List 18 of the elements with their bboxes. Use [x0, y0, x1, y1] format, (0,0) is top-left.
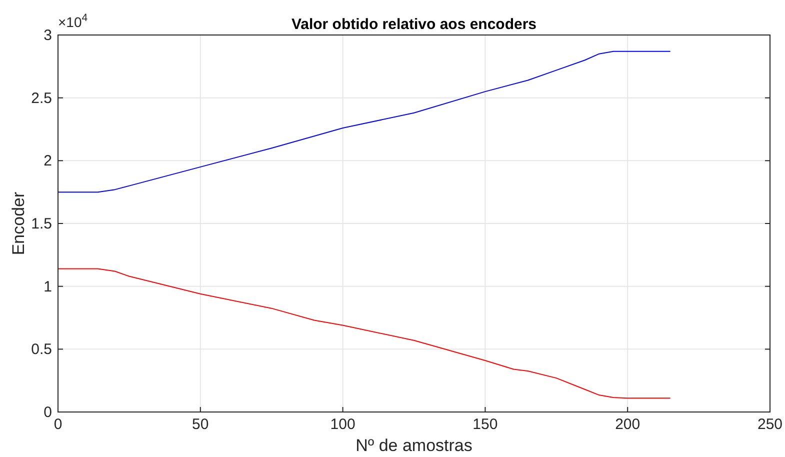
- line-series: [58, 268, 671, 399]
- y-tick-label: 1.5: [31, 216, 52, 232]
- x-axis-title: Nº de amostras: [356, 436, 472, 455]
- y-tick-label: 2.5: [31, 90, 52, 107]
- y-tick-label: 1: [44, 278, 52, 296]
- x-tick-label: 200: [615, 416, 640, 433]
- y-tick-label: 0.5: [31, 341, 52, 358]
- x-tick-label: 100: [330, 416, 356, 433]
- x-tick-label: 250: [757, 416, 783, 433]
- text: ×10$^{4}$: [58, 12, 88, 30]
- x-tick-label: 150: [472, 416, 498, 433]
- y-axis-title: Encoder: [9, 192, 28, 256]
- y-tick-label: 2: [44, 152, 52, 170]
- y-tick-label: 3: [44, 27, 52, 44]
- chart-title: Valor obtido relativo aos encoders: [291, 16, 537, 33]
- x-tick-label: 50: [192, 416, 209, 433]
- y-tick-label: 0: [44, 404, 52, 421]
- line-series: [58, 50, 671, 193]
